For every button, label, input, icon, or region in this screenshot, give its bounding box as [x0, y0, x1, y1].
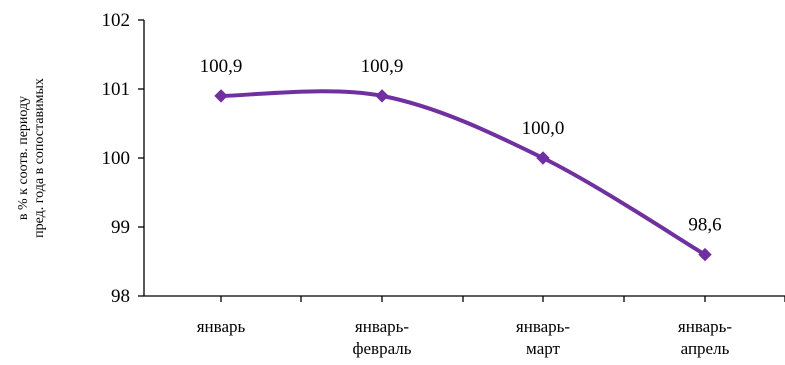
- y-tick-label: 102: [102, 10, 131, 31]
- y-axis-title: в % к соотв. периоду пред. года в сопоста…: [16, 78, 47, 238]
- x-category-labels: январь январь-февраль январь-март январь-ап…: [197, 317, 733, 358]
- data-point-marker: [536, 151, 550, 165]
- series-group: [214, 89, 712, 262]
- x-category-label: январь-: [516, 317, 571, 336]
- y-tick-labels: 98 99 100 101 102: [102, 10, 131, 307]
- series-line: [220, 89, 707, 257]
- data-label: 100,9: [200, 56, 243, 77]
- data-labels: 100,9 100,9 100,0 98,6: [200, 56, 722, 236]
- y-tick-label: 98: [111, 286, 130, 307]
- x-category-label: февраль: [352, 339, 411, 358]
- x-category-label: январь: [197, 317, 246, 336]
- y-tick-label: 99: [111, 217, 130, 238]
- y-axis-title-line: пред. года в сопоставимых: [32, 78, 47, 238]
- x-category-label: январь-: [355, 317, 410, 336]
- data-label: 98,6: [688, 215, 721, 236]
- x-category-label: январь-: [678, 317, 733, 336]
- x-category-label: апрель: [681, 339, 730, 358]
- data-label: 100,9: [361, 56, 404, 77]
- axes: [138, 19, 785, 302]
- data-point-marker: [698, 247, 712, 262]
- data-label: 100,0: [522, 118, 565, 139]
- x-category-label: март: [526, 339, 560, 358]
- data-point-marker: [214, 89, 228, 103]
- y-tick-label: 101: [102, 79, 131, 100]
- y-axis-title-group: в % к соотв. периоду пред. года в сопоста…: [16, 78, 47, 238]
- y-tick-label: 100: [102, 148, 131, 169]
- data-point-marker: [375, 89, 389, 103]
- y-axis-title-line: в % к соотв. периоду: [16, 96, 31, 220]
